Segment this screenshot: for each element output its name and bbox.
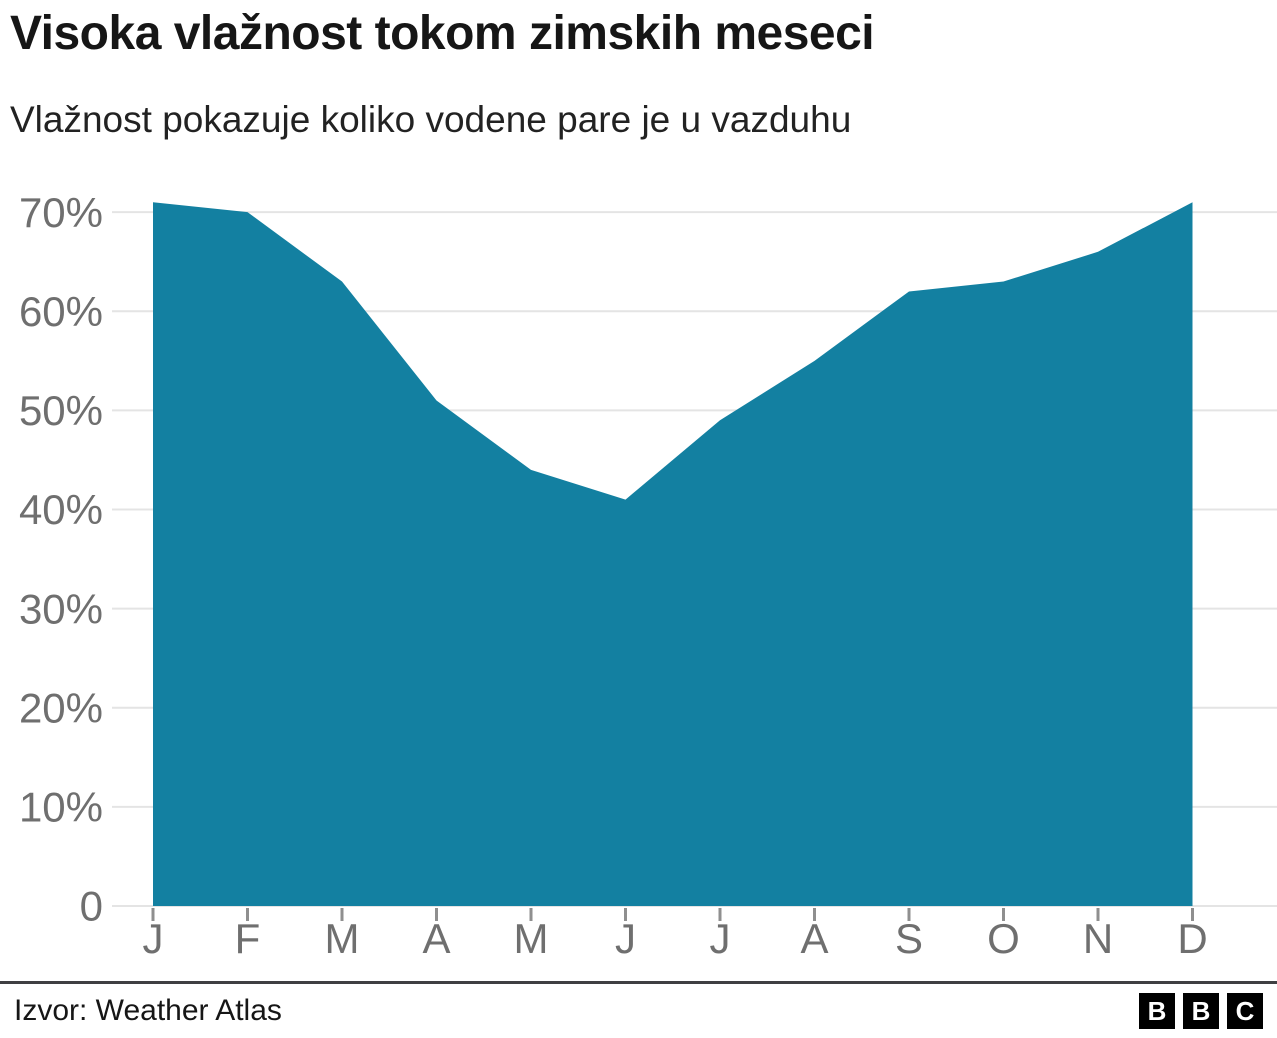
x-tick-label: N	[1083, 915, 1113, 962]
y-tick-label: 70%	[19, 189, 103, 236]
chart-subtitle: Vlažnost pokazuje koliko vodene pare je …	[10, 99, 852, 140]
bbc-logo-block: B	[1183, 993, 1219, 1029]
y-tick-label: 60%	[19, 288, 103, 335]
x-tick-label: O	[987, 915, 1020, 962]
x-tick-label: D	[1177, 915, 1207, 962]
x-tick-label: M	[325, 915, 360, 962]
y-tick-label: 30%	[19, 585, 103, 632]
x-tick-label: J	[710, 915, 731, 962]
x-tick-label: A	[422, 915, 450, 962]
y-tick-label: 20%	[19, 684, 103, 731]
chart-title: Visoka vlažnost tokom zimskih meseci	[10, 7, 875, 60]
x-tick-label: A	[800, 915, 828, 962]
y-tick-label: 0	[80, 883, 103, 930]
bbc-logo-block: B	[1139, 993, 1175, 1029]
y-tick-label: 40%	[19, 486, 103, 533]
x-tick-label: S	[895, 915, 923, 962]
x-tick-label: M	[514, 915, 549, 962]
source-label: Izvor: Weather Atlas	[14, 994, 282, 1027]
y-tick-label: 50%	[19, 387, 103, 434]
humidity-area-series	[153, 202, 1193, 907]
bbc-logo-block: C	[1227, 993, 1263, 1029]
x-tick-label: J	[143, 915, 164, 962]
y-tick-label: 10%	[19, 784, 103, 831]
x-tick-label: F	[235, 915, 261, 962]
y-axis-labels: 0 10% 20% 30% 40% 50% 60% 70%	[19, 189, 103, 930]
x-tick-label: J	[615, 915, 636, 962]
